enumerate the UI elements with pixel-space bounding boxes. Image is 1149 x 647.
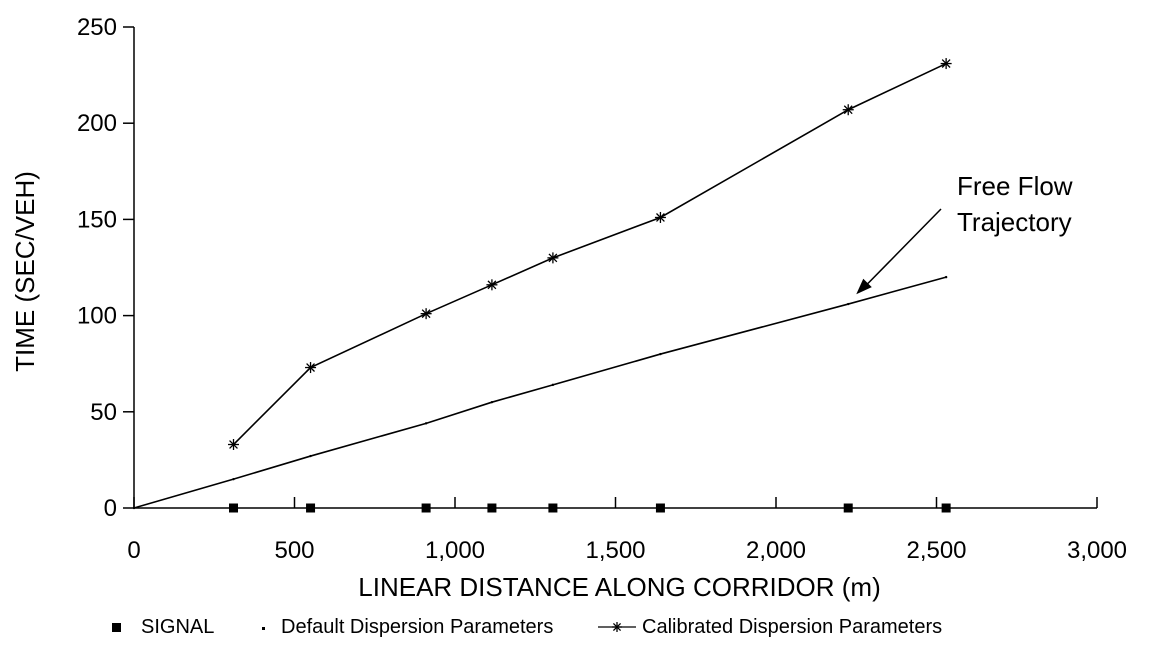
default-point <box>659 352 662 356</box>
legend-label-default: Default Dispersion Parameters <box>281 616 553 638</box>
signal-marker <box>229 503 239 513</box>
default-point <box>309 454 312 458</box>
x-ticks: 0 500 1,000 1,500 2,000 2,500 3,000 <box>127 497 1127 564</box>
x-axis-title: LINEAR DISTANCE ALONG CORRIDOR (m) <box>358 572 880 602</box>
y-tick-label: 150 <box>77 206 117 233</box>
annotation-label-line-1: Free Flow <box>957 171 1073 201</box>
signal-marker <box>843 503 853 513</box>
x-tick-label: 2,000 <box>746 537 806 564</box>
y-tick-label: 100 <box>77 303 117 330</box>
y-tick-label: 50 <box>90 399 117 426</box>
legend-label-signal: SIGNAL <box>141 616 214 638</box>
annotation-label-line-2: Trajectory <box>957 207 1072 237</box>
calibrated-point <box>940 58 952 70</box>
series-1 <box>132 275 948 510</box>
legend: SIGNAL Default Dispersion Parameters Cal… <box>112 616 942 638</box>
y-ticks: 0 50 100 150 200 250 <box>77 14 134 522</box>
y-axis-title: TIME (SEC/VEH) <box>10 171 40 372</box>
x-tick-label: 1,500 <box>585 537 645 564</box>
legend-item-signal: SIGNAL <box>112 616 214 638</box>
series-line <box>232 62 947 446</box>
legend-marker-signal <box>112 623 121 632</box>
default-point <box>424 422 428 425</box>
y-tick-label: 0 <box>104 495 117 522</box>
default-point <box>132 506 136 510</box>
calibrated-point <box>842 104 854 116</box>
signal-marker <box>421 503 431 513</box>
default-point <box>232 477 235 481</box>
signal-marker <box>655 503 665 513</box>
legend-asterisk <box>612 622 622 632</box>
calibrated-point <box>654 211 666 223</box>
calibrated-point <box>228 439 240 451</box>
y-tick-label: 250 <box>77 14 117 41</box>
annotation-arrow <box>861 208 942 290</box>
legend-item-calibrated: Calibrated Dispersion Parameters <box>598 616 942 638</box>
x-tick-label: 3,000 <box>1067 537 1127 564</box>
annotation-arrowhead <box>856 278 872 295</box>
legend-marker-calibrated <box>612 622 622 632</box>
x-tick-label: 2,500 <box>906 537 966 564</box>
series-2 <box>228 58 952 451</box>
series-0 <box>229 503 951 513</box>
calibrated-point <box>547 252 559 264</box>
legend-item-default: Default Dispersion Parameters <box>262 616 553 638</box>
default-point <box>490 400 494 404</box>
axes <box>133 27 1097 509</box>
calibrated-point <box>420 308 432 320</box>
default-point <box>551 383 555 387</box>
y-tick-label: 200 <box>77 110 117 137</box>
signal-marker <box>487 503 497 513</box>
x-tick-label: 1,000 <box>425 537 485 564</box>
signal-marker <box>306 503 316 513</box>
default-point <box>944 275 948 279</box>
legend-marker-default <box>262 627 265 630</box>
series-layer <box>132 58 952 513</box>
signal-marker <box>548 503 558 513</box>
x-tick-label: 0 <box>127 537 140 564</box>
default-point <box>847 302 850 306</box>
signal-marker <box>941 503 951 513</box>
legend-label-calibrated: Calibrated Dispersion Parameters <box>642 616 942 638</box>
annotation-layer: Free Flow Trajectory <box>856 171 1073 295</box>
x-tick-label: 500 <box>274 537 314 564</box>
series-line <box>133 276 947 509</box>
calibrated-point <box>305 362 317 374</box>
calibrated-point <box>486 279 498 291</box>
